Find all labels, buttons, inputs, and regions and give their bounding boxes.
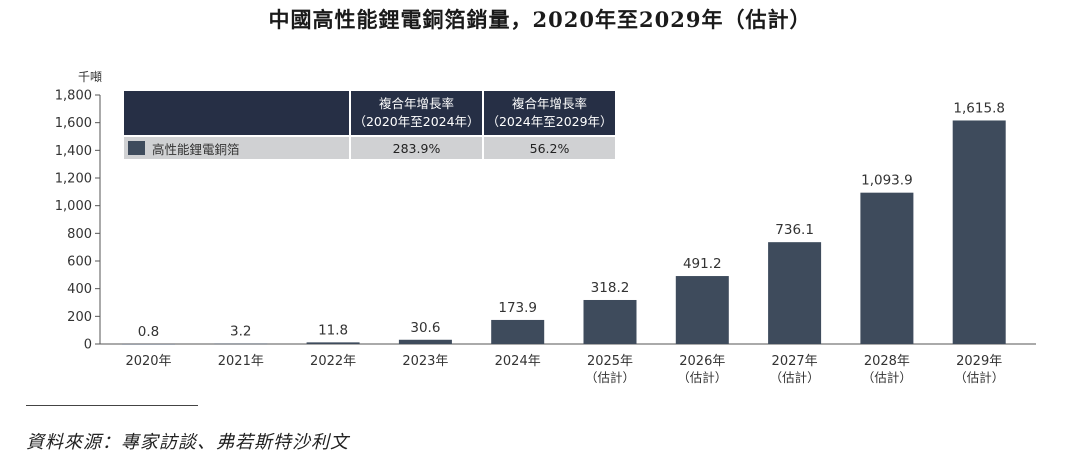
y-axis-unit-label: 千噸 (78, 70, 103, 84)
cagr-header-2020-2024-line1: 複合年增長率 (378, 96, 454, 111)
bar (583, 299, 637, 344)
x-tick-sublabel: （估計） (585, 370, 635, 385)
x-tick-label: 2025年 (587, 354, 633, 369)
x-tick-label: 2026年 (679, 354, 725, 369)
x-tick-label: 2023年 (402, 354, 448, 369)
chart-title: 中國高性能鋰電銅箔銷量，2020年至2029年（估計） (268, 7, 812, 32)
source-divider (26, 405, 198, 406)
cagr-value-2020-2024: 283.9% (349, 135, 482, 159)
y-tick-label: 1,400 (55, 144, 92, 159)
cagr-header-2020-2024-line2: （2020年至2024年） (353, 114, 480, 129)
y-tick-label: 800 (67, 227, 92, 242)
cagr-header-2020-2024: 複合年增長率 （2020年至2024年） (349, 91, 482, 135)
x-tick-sublabel: （估計） (770, 370, 820, 385)
bar-value-label: 1,093.9 (861, 173, 913, 189)
x-tick-label: 2021年 (218, 354, 264, 369)
y-tick-label: 1,800 (55, 89, 92, 104)
bar (398, 339, 452, 344)
cagr-legend-table: 複合年增長率 （2020年至2024年） 複合年增長率 （2024年至2029年… (124, 91, 615, 159)
x-tick-sublabel: （估計） (677, 370, 727, 385)
x-tick-label: 2028年 (864, 354, 910, 369)
legend-series-cell: 高性能鋰電銅箔 (124, 135, 349, 159)
legend-series-swatch (128, 141, 145, 155)
y-tick-label: 1,000 (55, 199, 92, 214)
bar-value-label: 30.6 (410, 320, 440, 336)
bar-value-label: 0.8 (138, 324, 159, 340)
bar (952, 120, 1006, 344)
x-tick-label: 2029年 (956, 354, 1002, 369)
bar-value-label: 1,615.8 (953, 100, 1005, 116)
bar-value-label: 736.1 (775, 222, 814, 238)
bar (768, 242, 822, 344)
bar-value-label: 173.9 (498, 300, 537, 316)
cagr-header-2024-2029-line2: （2024年至2029年） (486, 114, 613, 129)
x-tick-label: 2024年 (495, 354, 541, 369)
legend-header-blank (124, 91, 349, 135)
bar-value-label: 491.2 (683, 256, 722, 272)
x-tick-sublabel: （估計） (862, 370, 912, 385)
legend-series-label: 高性能鋰電銅箔 (152, 141, 240, 157)
bar (675, 276, 729, 344)
y-tick-label: 0 (84, 338, 92, 353)
x-tick-label: 2020年 (125, 354, 171, 369)
bar (122, 343, 175, 345)
y-tick-label: 600 (67, 255, 92, 270)
cagr-header-2024-2029-line1: 複合年增長率 (511, 96, 587, 111)
bar-value-label: 318.2 (591, 280, 630, 296)
x-tick-sublabel: （估計） (954, 370, 1004, 385)
bar (214, 343, 268, 345)
source-note: 資料來源：專家訪談、弗若斯特沙利文 (26, 432, 349, 453)
bar (306, 342, 360, 344)
bar-value-label: 11.8 (318, 322, 348, 338)
bar (860, 192, 914, 344)
y-tick-label: 200 (67, 310, 92, 325)
y-tick-label: 400 (67, 282, 92, 297)
x-tick-label: 2027年 (772, 354, 818, 369)
y-tick-label: 1,200 (55, 172, 92, 187)
y-tick-label: 1,600 (55, 116, 92, 131)
bar (491, 319, 545, 344)
x-tick-label: 2022年 (310, 354, 356, 369)
cagr-value-2024-2029: 56.2% (482, 135, 615, 159)
cagr-header-2024-2029: 複合年增長率 （2024年至2029年） (482, 91, 615, 135)
bar-value-label: 3.2 (230, 324, 251, 340)
